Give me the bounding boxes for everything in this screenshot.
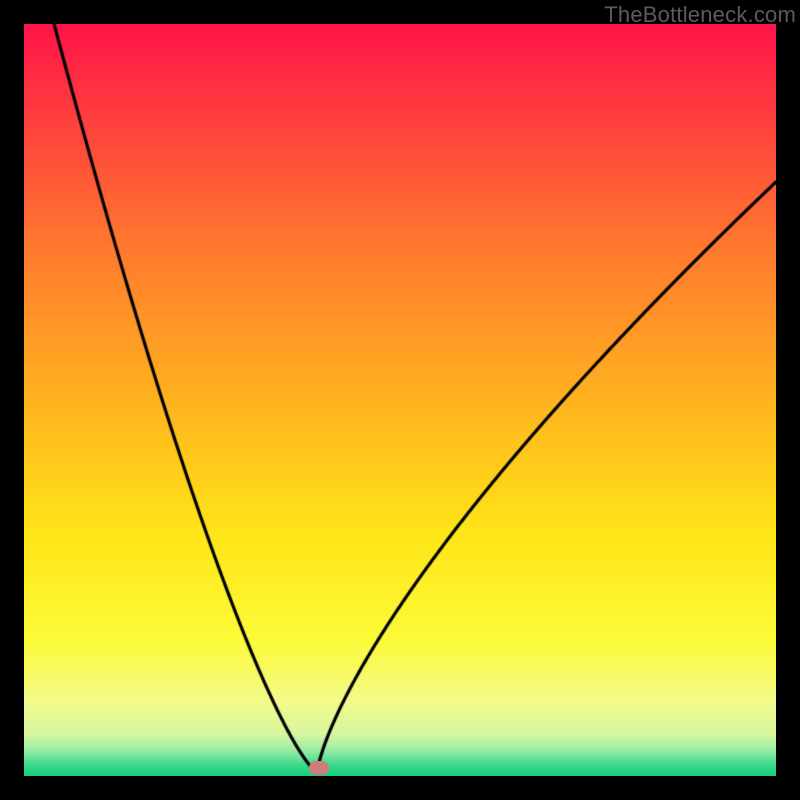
plot-area	[24, 24, 776, 776]
chart-root: TheBottleneck.com	[0, 0, 800, 800]
minimum-marker	[309, 761, 329, 775]
plot-canvas	[24, 24, 776, 776]
